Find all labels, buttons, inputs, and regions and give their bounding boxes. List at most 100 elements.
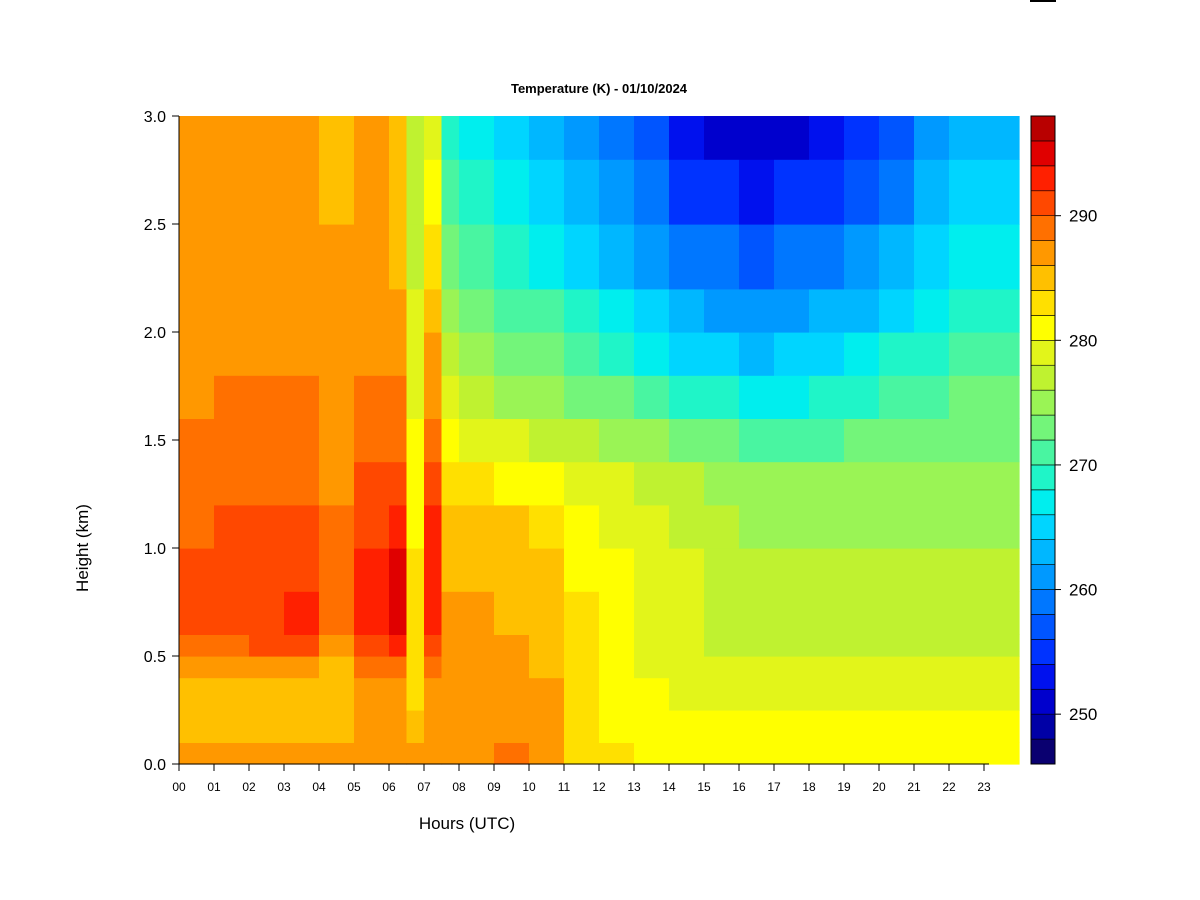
heatmap-cell <box>249 375 285 419</box>
heatmap-cell <box>809 591 845 635</box>
heatmap-cell <box>844 375 880 419</box>
heatmap-cell <box>564 418 600 463</box>
colorbar-swatch <box>1030 215 1056 241</box>
heatmap-cell <box>599 116 635 160</box>
colorbar-tick-label: 280 <box>1069 331 1097 350</box>
heatmap-cell <box>319 742 355 765</box>
heatmap-cell <box>739 634 775 657</box>
heatmap-cell <box>704 418 740 463</box>
heatmap-cell <box>424 591 443 635</box>
x-tick-label: 09 <box>487 780 501 794</box>
heatmap-cell <box>424 742 443 765</box>
colorbar-tick-label: 270 <box>1069 456 1097 475</box>
heatmap-cell <box>599 634 635 657</box>
heatmap-cell <box>494 677 530 711</box>
heatmap-cell <box>406 159 425 225</box>
heatmap-cell <box>529 548 565 592</box>
colorbar-swatch <box>1030 340 1056 366</box>
heatmap-cell <box>389 504 408 549</box>
heatmap-cell <box>214 548 250 592</box>
heatmap-cell <box>844 591 880 635</box>
heatmap-cell <box>669 332 705 376</box>
heatmap-cell <box>249 418 285 463</box>
heatmap-cell <box>424 656 443 679</box>
heatmap-cell <box>494 332 530 376</box>
heatmap-cell <box>914 677 950 711</box>
heatmap-cell <box>739 375 775 419</box>
x-tick-label: 05 <box>347 780 361 794</box>
heatmap-cell <box>406 224 425 290</box>
colorbar-swatch <box>1030 514 1056 540</box>
x-tick-label: 19 <box>837 780 851 794</box>
heatmap-cell <box>914 548 950 592</box>
heatmap-cell <box>249 591 285 635</box>
heatmap-cell <box>949 224 985 290</box>
heatmap-cell <box>214 591 250 635</box>
heatmap-cell <box>914 634 950 657</box>
heatmap-cell <box>564 332 600 376</box>
y-tick-label: 1.5 <box>144 433 166 450</box>
heatmap-cell <box>879 461 915 506</box>
x-tick-label: 06 <box>382 780 396 794</box>
heatmap-cell <box>739 504 775 549</box>
heatmap-cell <box>879 591 915 635</box>
heatmap-cell <box>249 116 285 160</box>
heatmap-cell <box>284 591 320 635</box>
heatmap-cell <box>424 288 443 333</box>
colorbar-swatch <box>1030 165 1056 192</box>
heatmap-area <box>179 116 1020 765</box>
heatmap-cell <box>564 677 600 711</box>
heatmap-cell <box>634 677 670 711</box>
heatmap-cell <box>949 710 985 743</box>
x-tick-label: 10 <box>522 780 536 794</box>
colorbar-swatch <box>1030 190 1056 216</box>
heatmap-cell <box>879 375 915 419</box>
heatmap-cell <box>529 288 565 333</box>
heatmap-cell <box>914 375 950 419</box>
heatmap-cell <box>634 548 670 592</box>
heatmap-cell <box>354 710 390 743</box>
heatmap-cell <box>214 332 250 376</box>
heatmap-cell <box>179 288 215 333</box>
heatmap-cell <box>879 418 915 463</box>
heatmap-cell <box>599 461 635 506</box>
heatmap-cell <box>319 656 355 679</box>
heatmap-cell <box>406 375 425 419</box>
heatmap-cell <box>284 159 320 225</box>
heatmap-cell <box>214 656 250 679</box>
heatmap-cell <box>319 548 355 592</box>
heatmap-cell <box>529 375 565 419</box>
heatmap-cell <box>774 742 810 765</box>
heatmap-cell <box>179 548 215 592</box>
x-tick-label: 08 <box>452 780 466 794</box>
heatmap-cell <box>984 224 1020 290</box>
x-tick-label: 12 <box>592 780 606 794</box>
heatmap-cell <box>879 634 915 657</box>
heatmap-cell <box>949 461 985 506</box>
heatmap-cell <box>984 288 1020 333</box>
heatmap-cell <box>424 677 443 711</box>
x-tick-label: 22 <box>942 780 956 794</box>
heatmap-cell <box>319 375 355 419</box>
heatmap-cell <box>494 461 530 506</box>
heatmap-cell <box>424 710 443 743</box>
heatmap-cell <box>319 116 355 160</box>
heatmap-cell <box>284 224 320 290</box>
heatmap-cell <box>984 634 1020 657</box>
heatmap-cell <box>704 677 740 711</box>
heatmap-cell <box>284 634 320 657</box>
heatmap-cell <box>179 418 215 463</box>
heatmap-cell <box>914 742 950 765</box>
heatmap-cell <box>459 375 495 419</box>
heatmap-cell <box>739 548 775 592</box>
heatmap-cell <box>406 677 425 711</box>
heatmap-cell <box>599 656 635 679</box>
heatmap-cell <box>319 288 355 333</box>
heatmap-cell <box>441 656 460 679</box>
x-tick-label: 01 <box>207 780 221 794</box>
heatmap-cell <box>459 224 495 290</box>
heatmap-cell <box>441 548 460 592</box>
heatmap-cell <box>599 677 635 711</box>
heatmap-cell <box>354 634 390 657</box>
heatmap-cell <box>319 634 355 657</box>
